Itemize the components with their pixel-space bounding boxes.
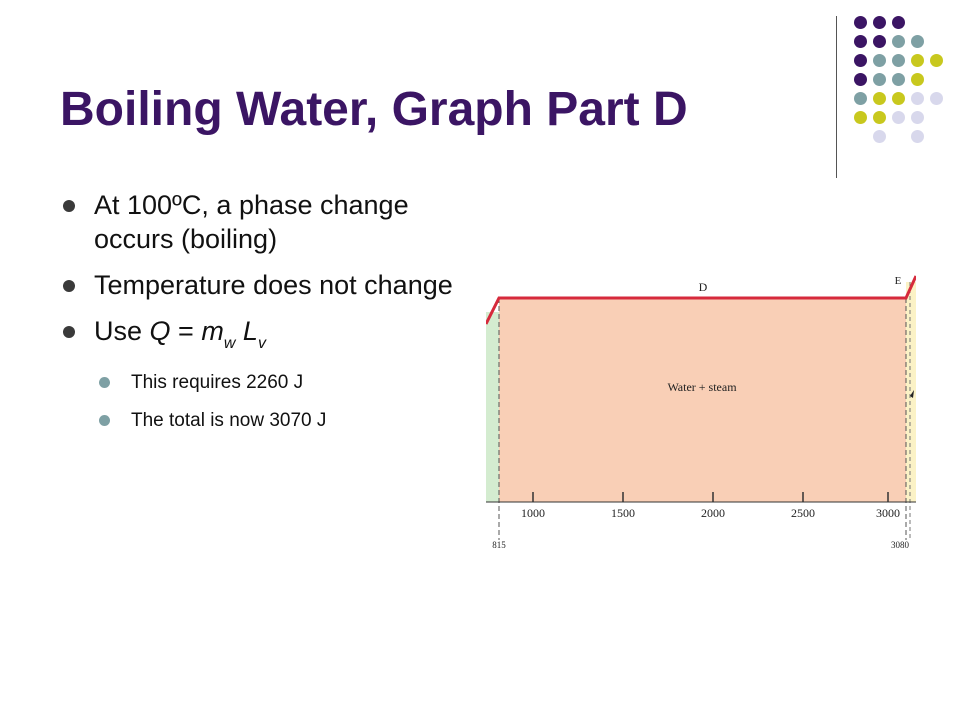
decorative-dot xyxy=(930,92,943,105)
decorative-dot xyxy=(873,73,886,86)
temperature-line xyxy=(486,275,916,325)
arrow-mark xyxy=(910,390,914,398)
decorative-dot xyxy=(892,35,905,48)
decorative-dot xyxy=(854,111,867,124)
equation-m: m xyxy=(201,316,224,346)
equation-equals: = xyxy=(170,316,202,346)
decorative-dot xyxy=(854,54,867,67)
decorative-dot xyxy=(892,54,905,67)
decorative-dot xyxy=(854,16,867,29)
equation-l: L xyxy=(242,316,258,346)
equation-m-subscript: w xyxy=(223,335,236,353)
decorative-dot xyxy=(911,73,924,86)
equation-q: Q xyxy=(149,316,171,346)
decorative-dot xyxy=(854,35,867,48)
bullet-temperature: Temperature does not change xyxy=(60,268,460,302)
segment-label-e: E xyxy=(895,275,902,287)
decorative-dot xyxy=(892,111,905,124)
equation-prefix: Use xyxy=(94,316,150,346)
region-water-steam xyxy=(499,298,906,502)
phase-graph: D E Water + steam 1000 1500 2000 2500 30… xyxy=(486,272,916,550)
equation-l-subscript: v xyxy=(257,335,266,353)
decorative-dot xyxy=(892,73,905,86)
decorative-dot xyxy=(854,73,867,86)
x-tick-label-2500: 2500 xyxy=(791,506,815,520)
decorative-dot xyxy=(911,111,924,124)
region-right xyxy=(906,282,916,502)
decorative-dot xyxy=(930,54,943,67)
boundary-label-right: 3080 xyxy=(891,540,910,550)
decorative-dot xyxy=(873,111,886,124)
bullet-phase-change: At 100ºC, a phase change occurs (boiling… xyxy=(60,188,460,256)
decorative-dot xyxy=(873,92,886,105)
decorative-dot xyxy=(911,92,924,105)
slide-title: Boiling Water, Graph Part D xyxy=(60,83,688,136)
sub-bullet-total: The total is now 3070 J xyxy=(60,409,460,433)
decorative-dot xyxy=(911,35,924,48)
x-tick-label-1500: 1500 xyxy=(611,506,635,520)
decorative-dot xyxy=(873,130,886,143)
x-tick-label-1000: 1000 xyxy=(521,506,545,520)
decorative-dot xyxy=(911,54,924,67)
decorative-dot xyxy=(873,54,886,67)
decorative-dot xyxy=(892,16,905,29)
decorative-dot xyxy=(892,92,905,105)
decorative-dot xyxy=(873,35,886,48)
region-left xyxy=(486,312,499,502)
decorative-dot xyxy=(873,16,886,29)
x-tick-label-2000: 2000 xyxy=(701,506,725,520)
sub-bullet-requires: This requires 2260 J xyxy=(60,371,460,395)
bullet-list: At 100ºC, a phase change occurs (boiling… xyxy=(60,188,460,447)
decorative-dot xyxy=(854,92,867,105)
boundary-label-left: 815 xyxy=(492,540,506,550)
phase-graph-svg: D E Water + steam 1000 1500 2000 2500 30… xyxy=(486,275,916,550)
divider-line xyxy=(836,16,837,178)
bullet-equation: Use Q = mw Lv xyxy=(60,314,460,359)
region-label: Water + steam xyxy=(667,380,737,394)
segment-label-d: D xyxy=(699,280,708,294)
decorative-dot xyxy=(911,130,924,143)
x-tick-label-3000: 3000 xyxy=(876,506,900,520)
decorative-dot-grid xyxy=(846,14,946,154)
